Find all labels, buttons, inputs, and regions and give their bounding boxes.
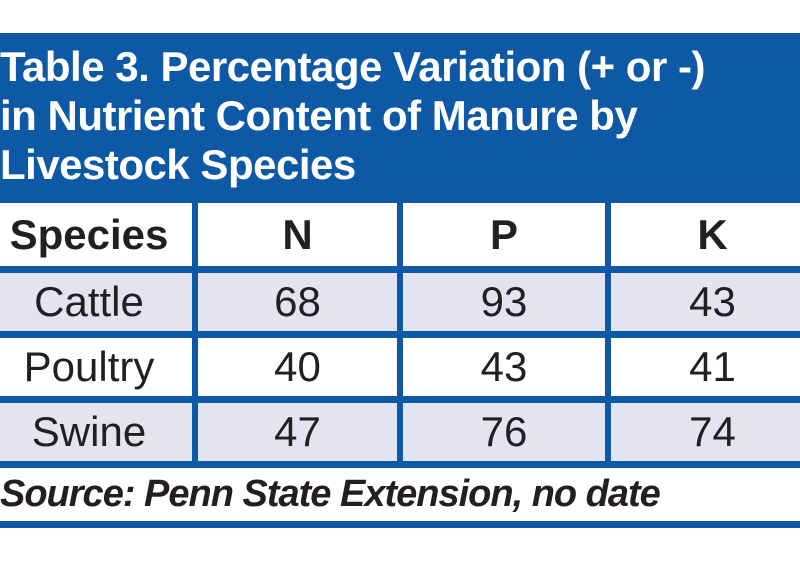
- table-row-cattle: Cattle 68 93 43: [0, 273, 800, 338]
- column-header-n: N: [198, 203, 403, 266]
- row-label: Cattle: [0, 273, 198, 331]
- cell-k: 43: [689, 278, 736, 325]
- column-header-species: Species: [0, 203, 198, 266]
- table-row-poultry: Poultry 40 43 41: [0, 338, 800, 403]
- cell-n: 68: [198, 273, 403, 331]
- table-header-row: Species N P K: [0, 203, 800, 273]
- row-label: Swine: [0, 403, 198, 461]
- column-header-k: K: [697, 210, 728, 258]
- cell-p: 93: [403, 273, 611, 331]
- cell-n: 40: [198, 338, 403, 396]
- cell-k: 41: [689, 343, 736, 390]
- nutrient-variation-table: Species N P K Cattle 68 93 43 Poultry 40…: [0, 203, 800, 528]
- table-source-note: Source: Penn State Extension, no date: [0, 468, 800, 528]
- cell-k: 74: [689, 408, 736, 455]
- table-row-swine: Swine 47 76 74: [0, 403, 800, 468]
- table-title-band: Table 3. Percentage Variation (+ or -) i…: [0, 33, 800, 203]
- title-line-1: Table 3. Percentage Variation (+ or -): [0, 43, 705, 90]
- title-line-2: in Nutrient Content of Manure by: [0, 92, 638, 139]
- cell-p: 43: [403, 338, 611, 396]
- title-line-3: Livestock Species: [0, 141, 356, 188]
- cell-n: 47: [198, 403, 403, 461]
- column-header-p: P: [403, 203, 611, 266]
- cell-p: 76: [403, 403, 611, 461]
- row-label: Poultry: [0, 338, 198, 396]
